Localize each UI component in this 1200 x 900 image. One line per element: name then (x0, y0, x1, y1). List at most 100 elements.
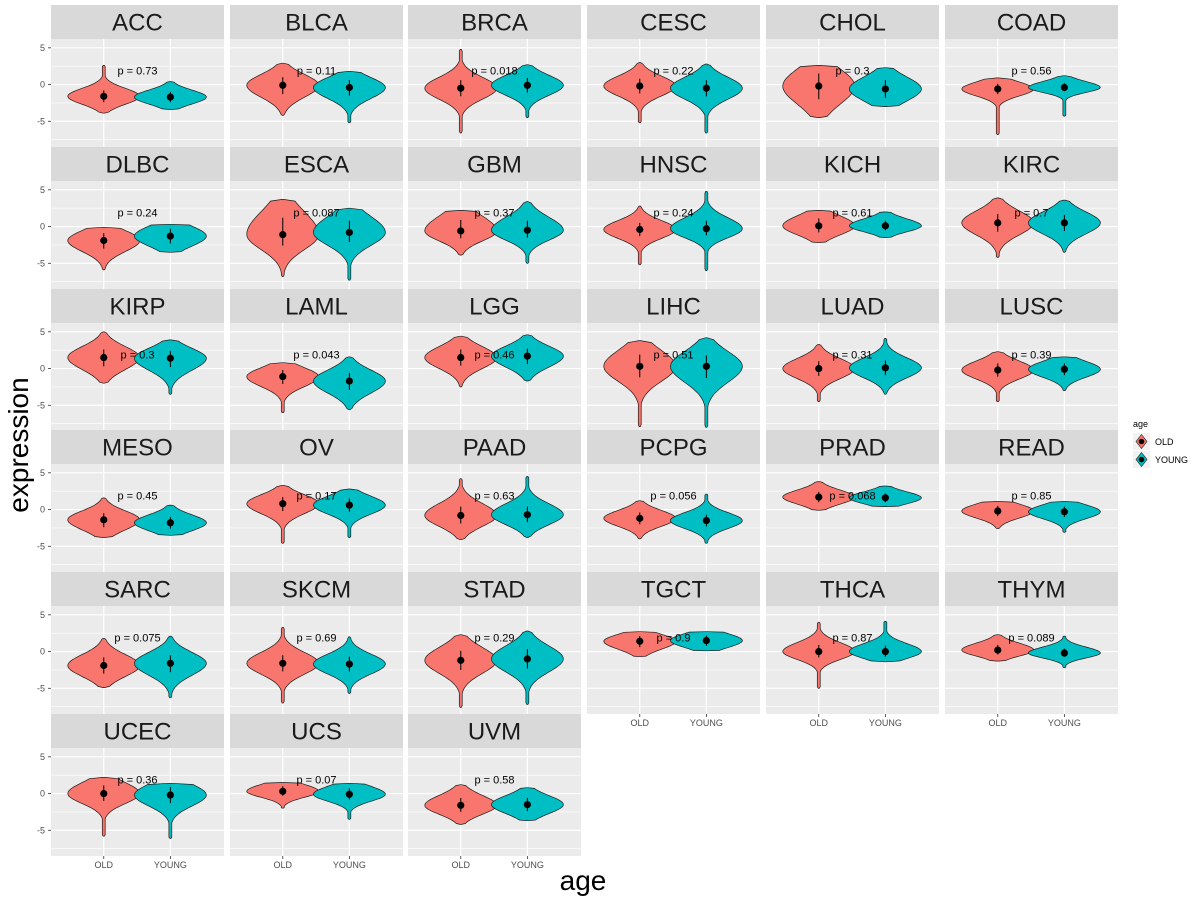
facet-strip (766, 147, 939, 181)
median-point-old (100, 92, 108, 100)
panel-background (945, 464, 1118, 572)
legend-title: age (1133, 419, 1148, 429)
y-tick-label: 5 (40, 468, 45, 478)
facet-strip (766, 430, 939, 464)
panel-background (587, 606, 760, 714)
facet-strip-label: STAD (463, 577, 525, 604)
p-value-label: p = 0.31 (832, 350, 872, 362)
x-tick-label: OLD (631, 718, 650, 728)
median-point-young (523, 352, 531, 360)
facet-strip-label: UCS (291, 719, 342, 746)
median-point-old (457, 511, 465, 520)
facet-strip (230, 5, 403, 39)
x-tick-label: YOUNG (511, 860, 544, 870)
median-point-young (345, 660, 353, 668)
median-point-young (881, 85, 889, 93)
facet-strip (408, 5, 581, 39)
median-point-old (636, 362, 644, 370)
median-point-young (881, 494, 889, 502)
median-point-old (100, 789, 108, 798)
y-tick-label: 0 (40, 222, 45, 232)
facet-strip (51, 572, 224, 606)
median-point-old (815, 82, 823, 90)
facet-strip (945, 289, 1118, 323)
p-value-label: p = 0.36 (117, 775, 157, 787)
facet-strip (408, 714, 581, 748)
facet-strip-label: THCA (820, 577, 885, 604)
y-tick-label: -5 (37, 400, 45, 410)
facet-strip-label: BRCA (461, 10, 528, 37)
p-value-label: p = 0.17 (296, 491, 336, 503)
p-value-label: p = 0.24 (653, 208, 693, 220)
median-point-young (523, 800, 531, 809)
p-value-label: p = 0.58 (474, 775, 514, 787)
violin-young (313, 488, 386, 538)
panel-background (230, 464, 403, 572)
facet-panel-blca: BLCA p = 0.11 (230, 5, 403, 147)
facet-panel-skcm: SKCM p = 0.69 (230, 572, 403, 714)
p-value-label: p = 0.22 (653, 66, 693, 78)
median-point-young (881, 364, 889, 372)
median-point-young (702, 362, 710, 370)
violin-old (246, 362, 320, 413)
x-tick-label: YOUNG (1048, 718, 1081, 728)
violin-old (67, 777, 141, 837)
facet-strip-label: PRAD (819, 435, 886, 462)
facet-strip (587, 572, 760, 606)
median-point-young (702, 516, 710, 525)
median-point-old (815, 493, 823, 501)
legend-point-swatch (1138, 438, 1145, 445)
violin-old (603, 340, 677, 427)
facet-panel-hnsc: HNSC p = 0.24 (587, 147, 760, 289)
facet-strip-label: CESC (640, 10, 707, 37)
x-tick-label: YOUNG (154, 860, 187, 870)
facet-panel-chol: CHOL p = 0.3 (766, 5, 939, 147)
facet-strip (587, 289, 760, 323)
x-tick-label: YOUNG (869, 718, 902, 728)
facet-strip-label: ACC (112, 10, 163, 37)
y-tick-label: 5 (40, 752, 45, 762)
facet-strip-label: PAAD (463, 435, 527, 462)
median-point-old (279, 787, 287, 795)
median-point-old (457, 656, 465, 664)
median-point-young (166, 659, 174, 667)
median-point-young (166, 791, 174, 799)
p-value-label: p = 0.85 (1011, 491, 1051, 503)
p-value-label: p = 0.24 (117, 208, 157, 220)
facet-strip (230, 147, 403, 181)
facet-strip (51, 430, 224, 464)
facet-panel-stad: STAD p = 0.29 (408, 572, 581, 714)
facet-strip (945, 572, 1118, 606)
y-tick-label: 5 (40, 327, 45, 337)
median-point-old (994, 646, 1002, 654)
legend-point-swatch (1138, 456, 1145, 463)
facet-strip (51, 147, 224, 181)
y-tick-label: -5 (37, 258, 45, 268)
median-point-old (994, 507, 1002, 515)
facet-strip (230, 289, 403, 323)
x-tick-label: YOUNG (690, 718, 723, 728)
facet-strip-label: THYM (998, 577, 1066, 604)
x-tick-label: OLD (452, 860, 471, 870)
median-point-young (1060, 83, 1068, 92)
facet-strip-label: LAML (285, 294, 348, 321)
p-value-label: p = 0.087 (293, 208, 339, 220)
p-value-label: p = 0.068 (829, 491, 875, 503)
facet-panel-uvm: UVM p = 0.58 OLD YOUNG (408, 714, 581, 870)
median-point-young (702, 225, 710, 233)
p-value-label: p = 0.39 (1011, 350, 1051, 362)
median-point-old (279, 500, 287, 508)
facet-strip (587, 147, 760, 181)
y-tick-label: 0 (40, 647, 45, 657)
y-tick-label: 0 (40, 789, 45, 799)
facet-panel-acc: ACC 5 0 -5 p = 0.73 (37, 5, 224, 147)
median-point-old (815, 222, 823, 230)
facet-strip (51, 5, 224, 39)
median-point-young (523, 81, 531, 89)
violin-old (961, 77, 1035, 135)
facet-panel-coad: COAD p = 0.56 (945, 5, 1118, 147)
median-point-old (279, 659, 287, 667)
panel-background (408, 323, 581, 431)
facet-strip (587, 5, 760, 39)
